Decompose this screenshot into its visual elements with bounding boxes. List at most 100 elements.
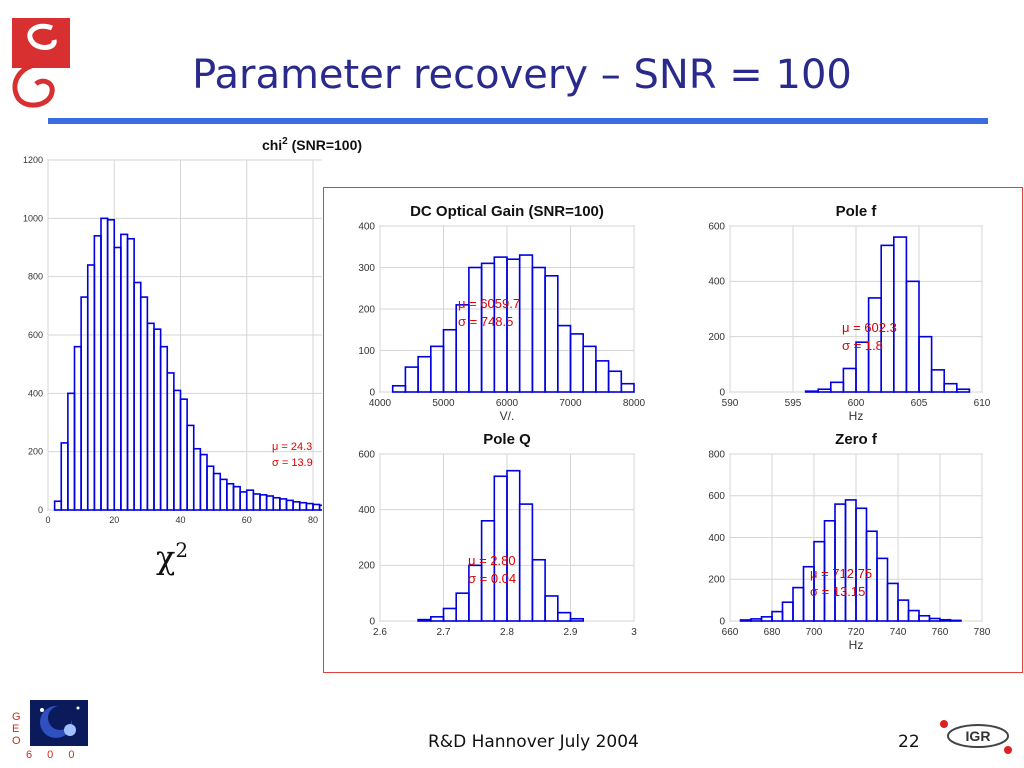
zero-f-x-tick-label: 700: [806, 627, 823, 638]
zero-f-x-tick-label: 720: [848, 627, 865, 638]
zero-f-histogram: 660 680 700 720 740 760 780 0 200 400 600 800 Zero f…: [708, 431, 991, 652]
dc-gain-title: DC Optical Gain (SNR=100): [410, 203, 604, 220]
pole-q-y-tick-label: 400: [358, 505, 375, 516]
dc-gain-x-tick-label: 8000: [623, 398, 646, 409]
pole-f-x-tick-label: 610: [974, 398, 991, 409]
zero-f-y-tick-label: 200: [708, 575, 725, 586]
chi2-y-tick-label: 200: [28, 447, 43, 457]
chi2-x-tick-label: 60: [242, 515, 252, 525]
pole-q-bar: [569, 617, 584, 622]
pole-f-stat-annotation: μ = 602.3: [842, 320, 897, 335]
dc-gain-x-tick-label: 6000: [496, 398, 519, 409]
geo-letter-g: G: [12, 711, 21, 723]
chi2-title: chi2 (SNR=100): [262, 136, 362, 153]
pole-f-histogram: 590 595 600 605 610 0 200 400 600 Pole f Hz μ = 602…: [708, 203, 991, 423]
pole-f-stat-annotation: σ = 1.8: [842, 338, 883, 353]
chi2-x-tick-label: 40: [175, 515, 185, 525]
chi2-y-tick-label: 800: [28, 272, 43, 282]
zero-f-y-tick-label: 800: [708, 449, 725, 460]
zero-f-x-tick-label: 740: [890, 627, 907, 638]
page-number: 22: [898, 732, 920, 752]
pole-f-bar: [918, 335, 933, 393]
dc-gain-stat-annotation: μ = 6059.7: [458, 296, 520, 311]
zero-f-bar: [739, 619, 752, 622]
pole-f-bar: [943, 382, 958, 393]
dc-gain-bar: [620, 382, 635, 393]
chi2-stat-annotation: σ = 13.9: [272, 457, 313, 469]
geo-digits: 6 0 0: [26, 749, 80, 761]
chi2-y-tick-label: 400: [28, 388, 43, 398]
zero-f-stat-annotation: μ = 712.75: [810, 566, 872, 581]
pole-q-x-tick-label: 2.6: [373, 627, 387, 638]
pole-q-y-tick-label: 0: [369, 616, 375, 627]
dc-gain-y-tick-label: 200: [358, 304, 375, 315]
dc-gain-y-tick-label: 400: [358, 221, 375, 232]
chi2-x-tick-label: 80: [308, 515, 318, 525]
pole-q-stat-annotation: μ = 2.80: [468, 553, 516, 568]
chi2-stat-annotation: μ = 24.3: [272, 441, 312, 453]
pole-f-y-tick-label: 200: [708, 332, 725, 343]
chi2-bar: [318, 504, 322, 511]
geo600-logo-icon: G E O 6 0 0: [12, 700, 88, 761]
pole-q-bar: [417, 618, 432, 622]
dc-gain-y-tick-label: 300: [358, 263, 375, 274]
pole-q-x-tick-label: 2.9: [564, 627, 578, 638]
pole-q-y-tick-label: 200: [358, 561, 375, 572]
dc-gain-x-tick-label: 4000: [369, 398, 392, 409]
zero-f-x-tick-label: 780: [974, 627, 991, 638]
zero-f-x-axis-label: Hz: [849, 638, 864, 652]
pole-f-x-axis-label: Hz: [849, 409, 864, 423]
zero-f-y-tick-label: 400: [708, 533, 725, 544]
pole-q-bar: [531, 558, 546, 622]
pole-q-stat-annotation: σ = 0.04: [468, 571, 516, 586]
pole-q-bar: [544, 595, 559, 622]
pole-q-bar: [557, 611, 572, 622]
zero-f-title: Zero f: [835, 431, 878, 448]
zero-f-x-tick-label: 760: [932, 627, 949, 638]
zero-f-bar: [949, 619, 962, 622]
chi2-y-tick-label: 0: [38, 505, 43, 515]
dc-gain-x-axis-label: V/.: [500, 409, 515, 423]
pole-q-x-tick-label: 2.7: [437, 627, 451, 638]
chi2-x-tick-label: 0: [45, 515, 50, 525]
chi2-x-tick-label: 20: [109, 515, 119, 525]
geo-letter-e: E: [12, 723, 19, 735]
chi-squared-axis-label: χ2: [156, 538, 189, 577]
zero-f-x-tick-label: 660: [722, 627, 739, 638]
pole-q-x-tick-label: 2.8: [500, 627, 514, 638]
chi2-y-tick-label: 600: [28, 330, 43, 340]
chi2-y-tick-label: 1200: [23, 155, 43, 165]
zero-f-x-tick-label: 680: [764, 627, 781, 638]
pole-q-y-tick-label: 600: [358, 449, 375, 460]
footer-event: R&D Hannover July 2004: [428, 732, 639, 752]
igr-logo-icon: IGR: [940, 720, 1012, 754]
pole-q-title: Pole Q: [483, 431, 531, 448]
pole-f-y-tick-label: 400: [708, 277, 725, 288]
pole-f-bar: [804, 390, 820, 393]
igr-text: IGR: [966, 728, 991, 744]
chi2-y-tick-label: 1000: [23, 213, 43, 223]
pole-q-x-tick-label: 3: [631, 627, 637, 638]
pole-f-title: Pole f: [836, 203, 878, 220]
dc-gain-bar: [607, 370, 623, 393]
zero-f-y-tick-label: 600: [708, 491, 725, 502]
dc-gain-x-tick-label: 7000: [559, 398, 582, 409]
dc-gain-y-tick-label: 0: [369, 387, 375, 398]
pole-f-x-tick-label: 590: [722, 398, 739, 409]
pole-f-x-tick-label: 595: [785, 398, 802, 409]
pole-f-x-tick-label: 605: [911, 398, 928, 409]
slide-title: Parameter recovery – SNR = 100: [192, 52, 852, 98]
dc-optical-gain-histogram: 4000 5000 6000 7000 8000 0 100 200 300 400 DC Opti…: [358, 203, 646, 423]
pole-q-histogram: 2.6 2.7 2.8 2.9 3 0 200 400 600 Pole Q μ = 2.80 σ =…: [358, 431, 637, 638]
geo-letter-o: O: [12, 735, 21, 747]
geo-script-logo-icon: [12, 18, 70, 108]
pole-f-y-tick-label: 600: [708, 221, 725, 232]
zero-f-bar: [939, 618, 952, 622]
zero-f-stat-annotation: σ = 13.15: [810, 584, 865, 599]
dc-gain-x-tick-label: 5000: [432, 398, 455, 409]
title-underline: [48, 118, 988, 124]
zero-f-y-tick-label: 0: [719, 616, 725, 627]
pole-f-bar: [955, 388, 971, 393]
dc-gain-stat-annotation: σ = 748.5: [458, 314, 513, 329]
